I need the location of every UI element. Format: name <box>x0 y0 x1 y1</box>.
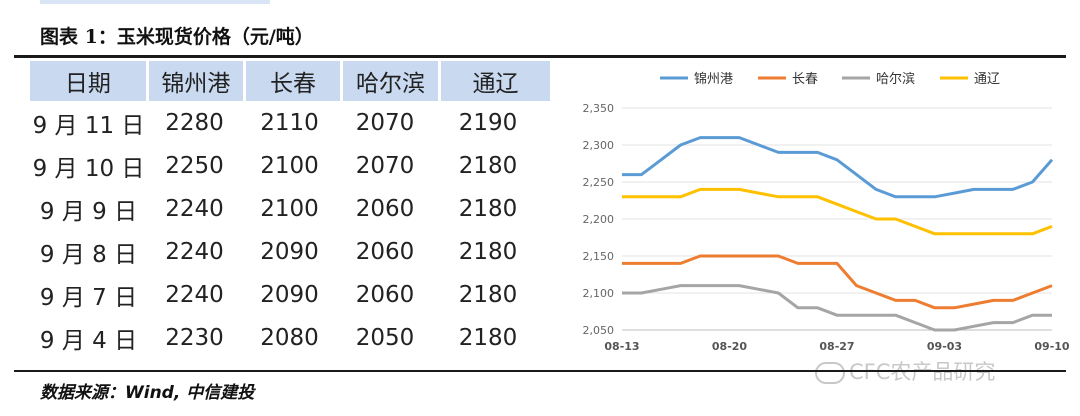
x-tick-label: 08-27 <box>819 340 854 353</box>
top-accent-bar <box>40 0 270 4</box>
cell-value: 2240 <box>165 195 224 222</box>
cell-value: 2230 <box>165 324 224 351</box>
cell-value: 2060 <box>355 195 415 222</box>
y-tick-label: 2,050 <box>583 324 615 337</box>
y-tick-label: 2,300 <box>583 139 615 152</box>
table-row: 9 月 9 日 2240 2100 2060 2180 <box>30 187 550 230</box>
table-row: 9 月 11 日 2280 2110 2070 2190 <box>30 101 550 144</box>
cell-value: 2180 <box>458 324 518 351</box>
cell-value: 2180 <box>458 281 518 308</box>
watermark-text: CFC农产品研究 <box>849 360 996 384</box>
price-line-chart: 2,050 2,100 2,150 2,200 2,250 2,300 2,350 08-13… <box>560 60 1070 365</box>
cell-value: 2080 <box>260 324 319 351</box>
wechat-icon <box>815 362 845 384</box>
legend-label: 锦州港 <box>694 72 733 87</box>
header-jinzhou: 锦州港 <box>148 61 243 101</box>
cell-date: 9 月 8 日 <box>39 241 138 268</box>
watermark: CFC农产品研究 <box>815 356 995 386</box>
y-tick-label: 2,250 <box>583 176 615 189</box>
legend-label: 长春 <box>792 72 818 87</box>
header-tongliao: 通辽 <box>441 61 550 101</box>
y-tick-label: 2,350 <box>583 102 615 115</box>
series-line-通辽 <box>622 187 1053 236</box>
cell-date: 9 月 4 日 <box>39 327 138 354</box>
cell-value: 2180 <box>458 238 518 265</box>
cell-value: 2060 <box>355 281 415 308</box>
cell-date: 9 月 10 日 <box>32 155 145 182</box>
price-table: 日期 锦州港 长春 哈尔滨 通辽 9 月 11 日 2280 2110 2070… <box>30 61 550 359</box>
cell-date: 9 月 9 日 <box>39 198 138 225</box>
cell-value: 2060 <box>355 238 415 265</box>
cell-date: 9 月 7 日 <box>39 284 138 311</box>
source-note: 数据来源：Wind, 中信建投 <box>40 383 255 403</box>
cell-value: 2250 <box>165 152 224 179</box>
legend-label: 哈尔滨 <box>876 71 915 87</box>
cell-value: 2280 <box>165 109 224 136</box>
header-date: 日期 <box>30 61 146 101</box>
cell-value: 2100 <box>260 152 319 179</box>
x-tick-label: 08-20 <box>712 340 748 353</box>
header-harbin: 哈尔滨 <box>343 61 439 101</box>
header-changchun: 长春 <box>245 61 341 101</box>
y-tick-label: 2,200 <box>583 213 615 226</box>
x-tick-label: 08-13 <box>604 340 639 353</box>
cell-value: 2190 <box>458 109 518 136</box>
cell-value: 2110 <box>260 109 319 136</box>
series-line-哈尔滨 <box>622 284 1052 332</box>
legend-label: 通辽 <box>974 72 1000 87</box>
series-line-长春 <box>622 254 1053 310</box>
series-line-锦州港 <box>622 136 1054 199</box>
cell-value: 2240 <box>165 281 224 308</box>
table-header: 日期 锦州港 长春 哈尔滨 通辽 <box>30 61 550 101</box>
x-tick-label: 09-10 <box>1034 340 1070 353</box>
cell-value: 2240 <box>165 238 224 265</box>
x-tick-label: 09-03 <box>927 340 962 353</box>
table-row: 9 月 7 日 2240 2090 2060 2180 <box>30 273 550 316</box>
cell-value: 2070 <box>355 109 415 136</box>
y-tick-label: 2,100 <box>583 287 615 300</box>
table-row: 9 月 4 日 2230 2080 2050 2180 <box>30 316 550 359</box>
bottom-rule <box>14 370 1066 372</box>
cell-value: 2180 <box>458 195 518 222</box>
cell-value: 2050 <box>355 324 415 351</box>
figure-title: 图表 1：玉米现货价格（元/吨） <box>40 26 314 48</box>
chart-canvas: 2,050 2,100 2,150 2,200 2,250 2,300 2,350 08-13… <box>583 71 1070 353</box>
y-tick-label: 2,150 <box>583 250 615 263</box>
cell-value: 2090 <box>260 281 319 308</box>
cell-value: 2180 <box>458 152 518 179</box>
table-row: 9 月 10 日 2250 2100 2070 2180 <box>30 144 550 187</box>
cell-value: 2100 <box>260 195 319 222</box>
table-row: 9 月 8 日 2240 2090 2060 2180 <box>30 230 550 273</box>
cell-value: 2070 <box>355 152 415 179</box>
cell-date: 9 月 11 日 <box>32 112 145 139</box>
top-rule <box>14 55 1066 58</box>
cell-value: 2090 <box>260 238 319 265</box>
